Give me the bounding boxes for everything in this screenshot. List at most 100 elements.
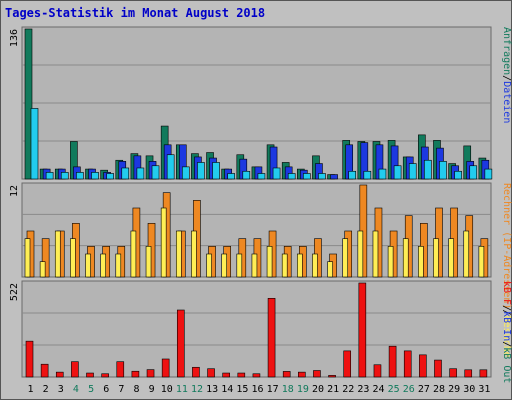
bar-visits-s1-d8 xyxy=(130,230,137,278)
bar-kbytes-s0-d12 xyxy=(192,366,200,378)
bar-requests-s2-d28 xyxy=(439,161,447,180)
bar-requests-s2-d18 xyxy=(287,173,296,180)
bar-kbytes-s0-d17 xyxy=(267,298,276,378)
bar-requests-s2-d17 xyxy=(272,167,281,180)
bar-kbytes-s0-d15 xyxy=(237,372,246,378)
bar-requests-s2-d19 xyxy=(303,173,311,180)
bar-kbytes-s0-d24 xyxy=(373,364,382,378)
right-label: / xyxy=(501,309,512,315)
bar-visits-s1-d16 xyxy=(251,253,258,278)
bar-visits-s1-d14 xyxy=(221,253,227,278)
bar-kbytes-s0-d22 xyxy=(343,350,352,378)
bar-visits-s1-d5 xyxy=(85,253,91,278)
panel-kbytes: 522 xyxy=(9,280,492,378)
bar-kbytes-s0-d8 xyxy=(131,370,140,378)
bar-visits-s1-d28 xyxy=(433,238,439,278)
bar-requests-s2-d2 xyxy=(45,172,54,180)
bar-visits-s1-d7 xyxy=(115,253,122,278)
bar-kbytes-s0-d27 xyxy=(419,354,427,378)
x-label-18: 18 xyxy=(282,384,294,395)
bar-visits-s1-d12 xyxy=(191,230,197,278)
right-label: Rechner (IP-Adressen) xyxy=(501,183,512,309)
bar-kbytes-s0-d11 xyxy=(176,309,185,378)
bar-kbytes-s0-d31 xyxy=(479,369,488,378)
panel-requests: 136 xyxy=(9,26,493,180)
x-label-25: 25 xyxy=(388,384,400,395)
bar-kbytes-s0-d18 xyxy=(282,371,291,378)
bar-requests-s2-d26 xyxy=(408,163,417,180)
right-label: Besuche xyxy=(501,315,512,357)
bar-kbytes-s0-d7 xyxy=(116,361,125,378)
plot-area xyxy=(21,280,492,378)
bar-kbytes-s0-d28 xyxy=(434,359,442,378)
bar-requests-s2-d30 xyxy=(469,165,478,180)
bar-kbytes-s0-d9 xyxy=(146,369,155,378)
bar-requests-s2-d15 xyxy=(242,170,251,180)
bar-requests-s2-d16 xyxy=(257,173,266,180)
x-label-12: 12 xyxy=(191,384,203,395)
bar-kbytes-s0-d16 xyxy=(252,373,261,378)
x-label-26: 26 xyxy=(403,384,415,395)
panel-visits: 12 xyxy=(9,182,492,278)
bar-requests-s2-d29 xyxy=(454,170,462,180)
bar-requests-s2-d11 xyxy=(181,166,190,180)
x-label-20: 20 xyxy=(312,384,324,395)
x-label-11: 11 xyxy=(176,384,188,395)
bar-requests-s2-d10 xyxy=(166,154,175,180)
y-max-label: 522 xyxy=(9,283,20,301)
bar-visits-s1-d9 xyxy=(145,246,152,278)
bar-visits-s1-d13 xyxy=(206,253,212,278)
x-label-30: 30 xyxy=(463,384,475,395)
bar-visits-s1-d11 xyxy=(175,230,182,278)
bar-visits-s1-d29 xyxy=(448,238,454,278)
bar-visits-s1-d10 xyxy=(160,207,167,278)
bar-visits-s1-d24 xyxy=(372,230,379,278)
bar-kbytes-s0-d19 xyxy=(298,371,306,378)
bar-visits-s1-d6 xyxy=(100,253,106,278)
x-label-16: 16 xyxy=(251,384,263,395)
x-label-7: 7 xyxy=(118,384,124,395)
bar-kbytes-s0-d5 xyxy=(86,372,94,378)
bar-requests-s2-d31 xyxy=(484,168,493,180)
bar-requests-s2-d8 xyxy=(136,167,145,180)
right-label: kB F xyxy=(501,281,512,305)
x-axis-labels: 1 2 3 4 5 6 7 8 9 10 11 12 13 14 15 16 17 18 19 20 21 22 23 24 2… xyxy=(28,384,491,395)
bar-visits-s1-d20 xyxy=(312,253,318,278)
x-label-10: 10 xyxy=(161,384,173,395)
bar-requests-s2-d7 xyxy=(121,167,130,180)
x-label-6: 6 xyxy=(103,384,109,395)
right-label: / xyxy=(501,75,512,81)
right-label: kB In xyxy=(501,311,512,341)
bar-kbytes-s0-d10 xyxy=(161,358,170,378)
bar-kbytes-s0-d20 xyxy=(313,370,321,378)
bar-kbytes-s0-d30 xyxy=(464,369,473,378)
bar-kbytes-s0-d6 xyxy=(101,373,109,378)
right-label: kB Out xyxy=(501,347,512,383)
bar-visits-s1-d4 xyxy=(70,238,76,278)
right-label: / xyxy=(501,341,512,347)
x-label-4: 4 xyxy=(73,384,79,395)
chart-panels: 136 12 522 xyxy=(9,26,493,378)
bar-visits-s1-d17 xyxy=(266,246,273,278)
right-labels-kbytes: kB F/kB In/kB Out xyxy=(501,281,512,383)
bar-visits-s1-d2 xyxy=(39,261,46,278)
bar-visits-s1-d1 xyxy=(24,238,31,278)
bar-kbytes-s0-d14 xyxy=(222,372,230,378)
x-label-21: 21 xyxy=(327,384,339,395)
bar-visits-s1-d15 xyxy=(236,253,243,278)
bar-requests-s0-d1 xyxy=(24,28,33,180)
bar-requests-s2-d13 xyxy=(212,162,220,180)
right-label: Anfragen xyxy=(501,27,512,75)
bar-requests-s2-d6 xyxy=(106,173,114,180)
x-label-13: 13 xyxy=(206,384,218,395)
bar-kbytes-s0-d2 xyxy=(40,363,49,378)
bar-requests-s2-d5 xyxy=(91,172,99,180)
bar-requests-s2-d20 xyxy=(318,173,326,180)
bar-kbytes-s0-d13 xyxy=(207,368,215,378)
x-label-17: 17 xyxy=(267,384,279,395)
bar-requests-s2-d4 xyxy=(76,172,84,180)
bar-visits-s1-d27 xyxy=(418,246,424,278)
bar-requests-s2-d9 xyxy=(151,165,160,180)
bar-visits-s1-d25 xyxy=(387,246,394,278)
